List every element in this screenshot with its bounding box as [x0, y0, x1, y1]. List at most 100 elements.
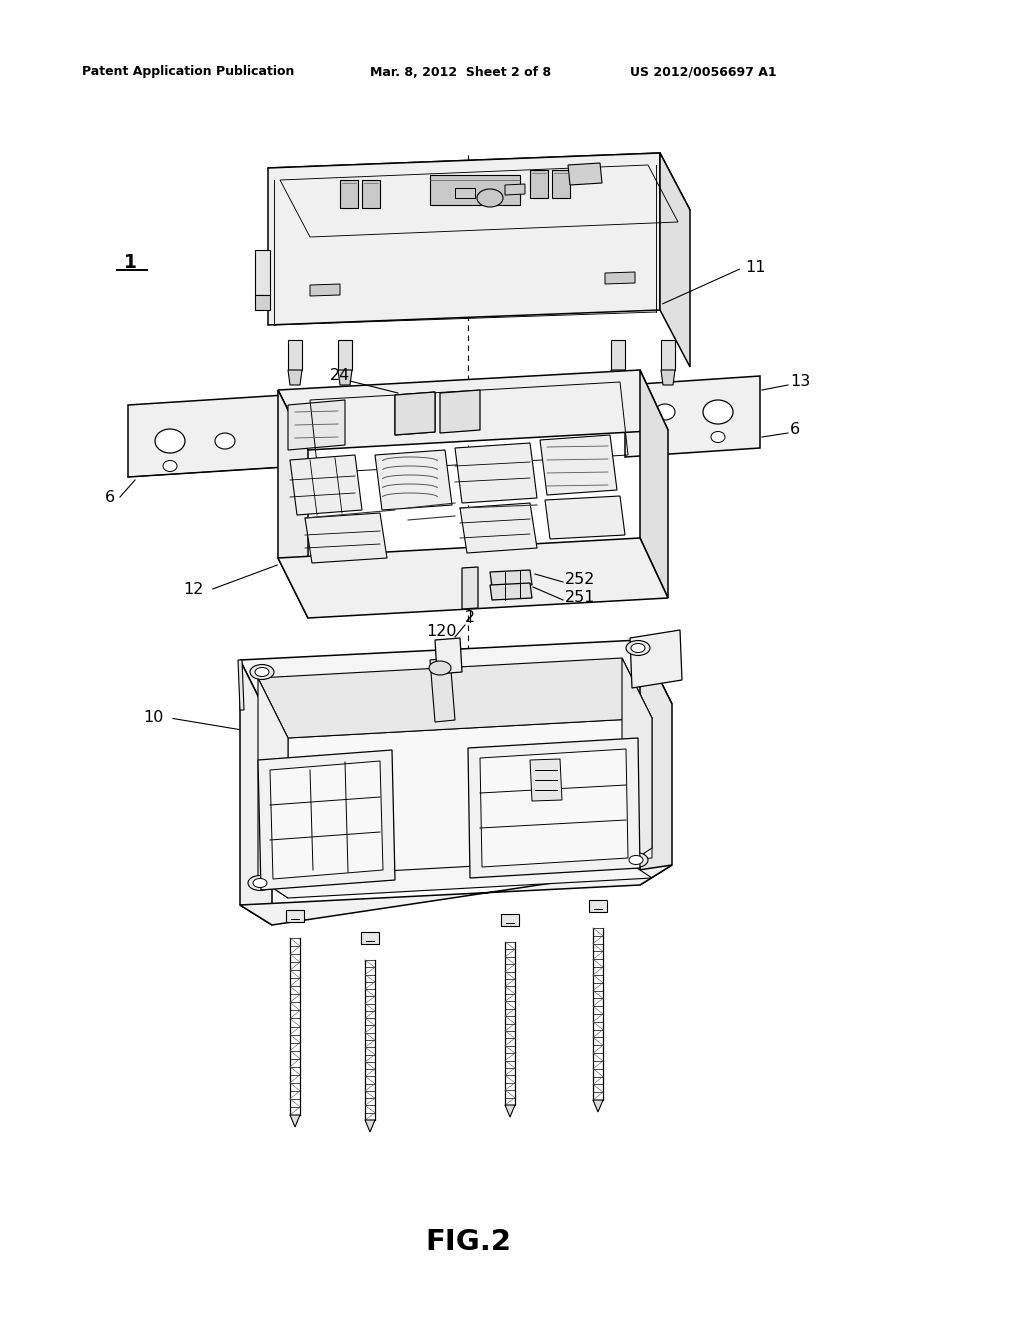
Polygon shape	[505, 183, 525, 195]
Polygon shape	[128, 395, 285, 477]
Ellipse shape	[703, 400, 733, 424]
Polygon shape	[290, 1115, 300, 1127]
Polygon shape	[662, 370, 675, 385]
Ellipse shape	[248, 875, 272, 891]
Ellipse shape	[624, 853, 648, 867]
Text: US 2012/0056697 A1: US 2012/0056697 A1	[630, 66, 776, 78]
Polygon shape	[568, 162, 602, 185]
Polygon shape	[593, 1100, 603, 1111]
Ellipse shape	[655, 404, 675, 420]
Polygon shape	[238, 660, 244, 710]
Polygon shape	[240, 660, 272, 925]
Polygon shape	[395, 392, 435, 436]
Polygon shape	[430, 657, 455, 722]
Polygon shape	[640, 370, 668, 598]
Polygon shape	[288, 718, 652, 878]
Polygon shape	[530, 759, 562, 801]
Polygon shape	[625, 376, 760, 457]
Polygon shape	[278, 389, 308, 618]
Polygon shape	[462, 568, 478, 609]
Polygon shape	[435, 638, 462, 675]
Polygon shape	[278, 370, 668, 450]
Polygon shape	[288, 400, 345, 450]
Ellipse shape	[711, 432, 725, 442]
Ellipse shape	[250, 664, 274, 680]
Polygon shape	[589, 900, 607, 912]
Polygon shape	[310, 284, 340, 296]
Text: 252: 252	[565, 573, 595, 587]
Ellipse shape	[163, 461, 177, 471]
Ellipse shape	[255, 668, 269, 676]
Text: 12: 12	[183, 582, 203, 598]
Polygon shape	[545, 496, 625, 539]
Polygon shape	[611, 370, 625, 385]
Polygon shape	[338, 370, 352, 385]
Text: 2: 2	[465, 610, 475, 626]
Polygon shape	[440, 389, 480, 433]
Text: 6: 6	[104, 490, 115, 504]
Polygon shape	[362, 180, 380, 209]
Polygon shape	[338, 341, 352, 370]
Polygon shape	[255, 294, 270, 310]
Polygon shape	[340, 180, 358, 209]
Polygon shape	[490, 583, 532, 601]
Polygon shape	[268, 153, 690, 224]
Ellipse shape	[429, 661, 451, 675]
Ellipse shape	[631, 644, 645, 652]
Polygon shape	[305, 513, 387, 564]
Polygon shape	[258, 750, 395, 890]
Text: 6: 6	[790, 422, 800, 437]
Polygon shape	[490, 570, 532, 587]
Polygon shape	[286, 909, 304, 921]
Polygon shape	[258, 678, 288, 898]
Polygon shape	[258, 858, 652, 898]
Polygon shape	[395, 392, 435, 436]
Polygon shape	[455, 444, 537, 503]
Polygon shape	[270, 762, 383, 879]
Ellipse shape	[253, 879, 267, 887]
Polygon shape	[622, 657, 652, 869]
Text: 13: 13	[790, 375, 810, 389]
Polygon shape	[530, 170, 548, 198]
Polygon shape	[255, 249, 270, 294]
Polygon shape	[288, 370, 302, 385]
Text: 24: 24	[330, 368, 350, 384]
Polygon shape	[480, 748, 628, 867]
Polygon shape	[660, 153, 690, 367]
Text: FIG.2: FIG.2	[425, 1228, 511, 1257]
Polygon shape	[640, 640, 672, 884]
Polygon shape	[505, 1105, 515, 1117]
Polygon shape	[460, 503, 537, 553]
Text: 251: 251	[565, 590, 596, 606]
Polygon shape	[240, 865, 672, 925]
Polygon shape	[240, 640, 672, 723]
Polygon shape	[662, 341, 675, 370]
Ellipse shape	[215, 433, 234, 449]
Polygon shape	[455, 187, 475, 198]
Polygon shape	[630, 630, 682, 688]
Polygon shape	[278, 539, 668, 618]
Ellipse shape	[155, 429, 185, 453]
Text: 10: 10	[142, 710, 163, 726]
Ellipse shape	[477, 189, 503, 207]
Polygon shape	[611, 341, 625, 370]
Polygon shape	[430, 176, 520, 205]
Polygon shape	[605, 272, 635, 284]
Polygon shape	[540, 436, 617, 495]
Polygon shape	[365, 1119, 375, 1133]
Text: Patent Application Publication: Patent Application Publication	[82, 66, 294, 78]
Polygon shape	[268, 153, 660, 325]
Text: 120: 120	[427, 624, 458, 639]
Polygon shape	[501, 913, 519, 927]
Polygon shape	[361, 932, 379, 944]
Polygon shape	[552, 170, 570, 198]
Text: Mar. 8, 2012  Sheet 2 of 8: Mar. 8, 2012 Sheet 2 of 8	[370, 66, 551, 78]
Polygon shape	[288, 341, 302, 370]
Polygon shape	[290, 455, 362, 515]
Ellipse shape	[629, 855, 643, 865]
Polygon shape	[258, 657, 652, 738]
Text: 1: 1	[124, 252, 136, 272]
Ellipse shape	[626, 640, 650, 656]
Polygon shape	[375, 450, 452, 510]
Polygon shape	[468, 738, 640, 878]
